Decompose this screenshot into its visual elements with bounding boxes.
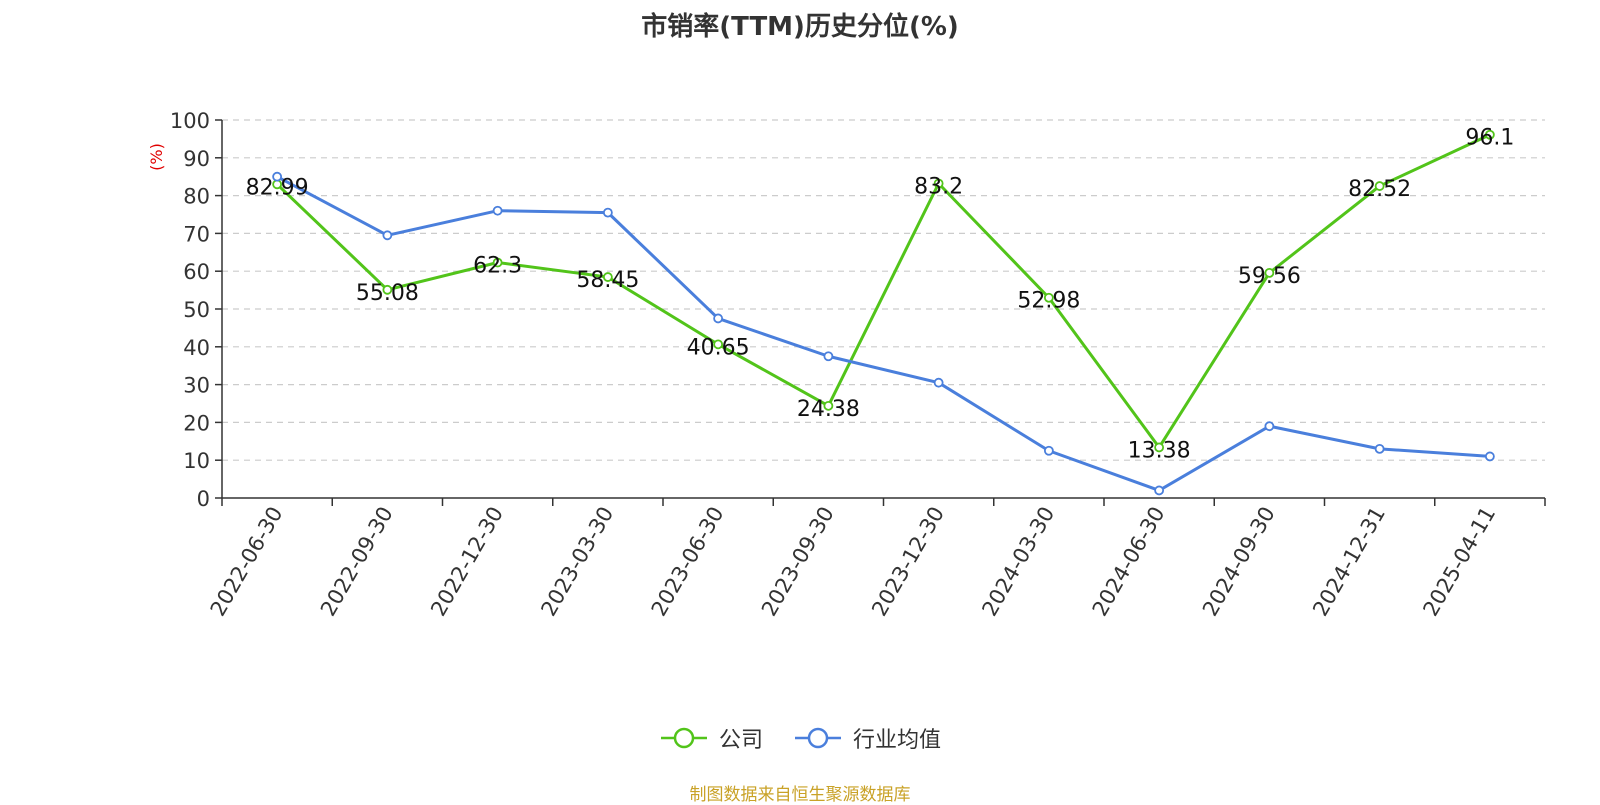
data-point xyxy=(1154,485,1165,496)
data-point xyxy=(602,272,613,282)
data-label: 62.3 xyxy=(473,254,522,279)
data-point xyxy=(1154,442,1165,453)
data-label: 82.99 xyxy=(246,175,309,200)
y-tick-label: 90 xyxy=(183,147,210,171)
y-tick-label: 30 xyxy=(183,374,210,398)
legend-marker-icon xyxy=(660,727,707,749)
data-point xyxy=(933,377,944,388)
data-label: 52.98 xyxy=(1017,289,1080,314)
legend-marker-icon xyxy=(795,727,841,749)
data-label: 59.56 xyxy=(1238,264,1301,289)
x-tick-label: 2023-03-30 xyxy=(536,503,618,621)
x-tick-label: 2022-12-30 xyxy=(426,503,508,621)
y-tick-label: 60 xyxy=(183,260,210,284)
chart-title: 市销率(TTM)历史分位(%) xyxy=(641,12,959,42)
x-tick-label: 2024-06-30 xyxy=(1088,503,1170,621)
data-point xyxy=(823,400,834,411)
x-tick-label: 2024-12-31 xyxy=(1308,503,1390,621)
series-line xyxy=(276,133,1491,449)
legend-item[interactable]: 公司 xyxy=(659,722,763,754)
data-label: 40.65 xyxy=(687,335,750,360)
legend: 公司 行业均值 xyxy=(0,722,1600,754)
legend-label: 公司 xyxy=(718,728,763,753)
data-point xyxy=(713,313,724,324)
data-point xyxy=(382,284,393,295)
data-label: 58.45 xyxy=(576,268,639,293)
legend-label: 行业均值 xyxy=(853,728,942,753)
data-label: 96.1 xyxy=(1465,126,1514,151)
data-point xyxy=(1484,451,1495,462)
series-line xyxy=(276,175,1490,492)
data-point xyxy=(933,178,944,189)
source-note: 制图数据来自恒生聚源数据库 xyxy=(689,785,911,805)
x-tick-label: 2023-12-30 xyxy=(867,503,949,621)
data-point xyxy=(1043,292,1054,303)
data-point xyxy=(1043,445,1054,456)
x-tick-label: 2022-06-30 xyxy=(206,503,288,621)
x-tick-label: 2025-04-11 xyxy=(1418,503,1500,621)
data-label: 83.2 xyxy=(914,175,963,200)
x-tick-label: 2024-09-30 xyxy=(1198,503,1280,621)
x-tick-label: 2024-03-30 xyxy=(977,503,1059,621)
x-tick-label: 2023-06-30 xyxy=(647,503,729,621)
data-point xyxy=(1264,267,1275,278)
y-tick-label: 100 xyxy=(170,109,210,133)
data-point xyxy=(272,171,283,182)
y-axis-label: (%) xyxy=(147,143,166,171)
data-label: 13.38 xyxy=(1128,438,1191,463)
y-tick-label: 10 xyxy=(183,449,210,473)
y-tick-label: 80 xyxy=(183,185,210,209)
x-tick-label: 2022-09-30 xyxy=(316,503,398,621)
data-point xyxy=(1484,129,1495,140)
y-tick-label: 40 xyxy=(183,336,210,360)
data-point xyxy=(1374,443,1385,454)
y-tick-label: 20 xyxy=(183,411,210,435)
x-tick-label: 2023-09-30 xyxy=(757,503,839,621)
y-tick-label: 70 xyxy=(183,222,210,246)
data-point xyxy=(602,207,613,218)
y-tick-label: 0 xyxy=(197,487,210,511)
data-point xyxy=(713,339,724,350)
data-point xyxy=(1374,181,1385,191)
y-tick-label: 50 xyxy=(183,298,210,322)
data-label: 24.38 xyxy=(797,397,860,422)
legend-item[interactable]: 行业均值 xyxy=(793,722,941,754)
data-point xyxy=(1264,421,1275,432)
data-label: 82.52 xyxy=(1348,177,1411,202)
data-label: 55.08 xyxy=(356,281,419,306)
data-point xyxy=(492,205,503,216)
data-point xyxy=(823,351,834,362)
data-point xyxy=(382,230,393,241)
data-point xyxy=(492,257,503,268)
